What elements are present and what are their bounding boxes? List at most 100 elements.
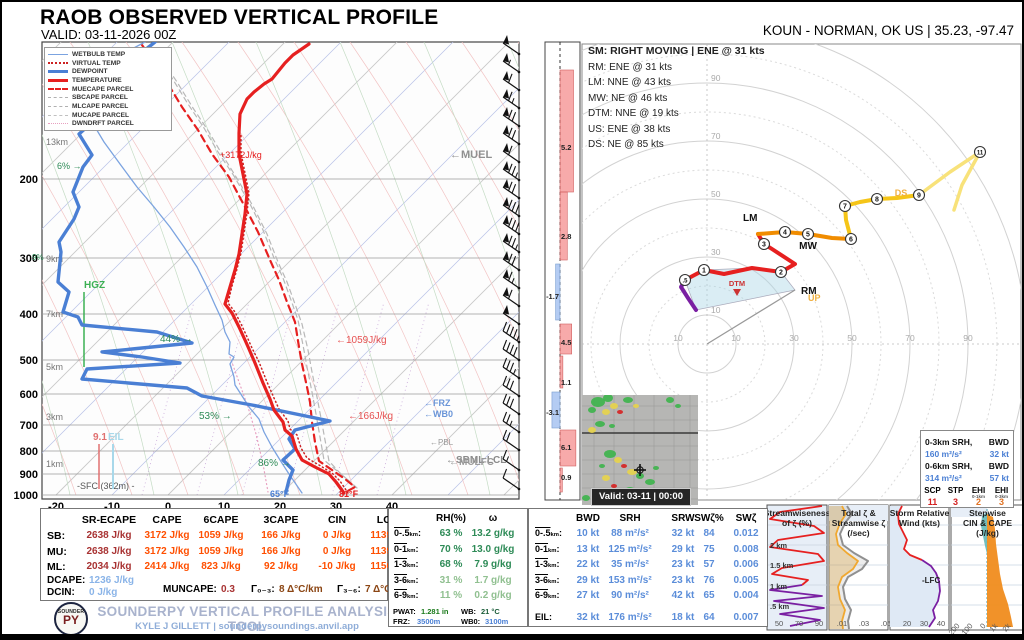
virtual-temp-line-sample (48, 62, 68, 65)
thermo-value: 3172 J/kg (144, 545, 190, 557)
shear-value: 10 kt (576, 528, 600, 539)
panel-height-label: .5 km (770, 602, 790, 611)
panel-title: Stepwise (969, 508, 1006, 518)
pressure-tick-label: 600 (20, 389, 38, 401)
panel-title: Storm Relative (890, 508, 950, 518)
isotherm-line (111, 87, 519, 496)
ring-label: 50 (847, 333, 857, 343)
thermo-value: 2638 J/kg (86, 545, 132, 557)
mixing-ratio-value: 13.2 g/kg (471, 528, 515, 539)
wb0-value: 3100m (485, 617, 509, 626)
skewt-annotation: ←SBML LCL (446, 455, 506, 466)
row-range-label: 0-.5km: (394, 528, 421, 538)
mixing-ratio-value: 13.0 g/kg (471, 543, 515, 555)
ring-label: 90 (963, 333, 973, 343)
storm-motion-line: RM: ENE @ 31 kts (588, 61, 673, 73)
height-label: 9km (46, 254, 63, 264)
wetbulb-temp-line-sample (48, 53, 68, 55)
mucape-parcel-line-sample (48, 114, 68, 116)
lapse-3-6-value: 7 Δ°C/km (365, 584, 409, 595)
dry-adiabat-line (461, 42, 519, 131)
ring-label: 10 (673, 333, 683, 343)
skewt-annotation: ←FRZ (424, 398, 451, 408)
mlcape-parcel-curve (151, 47, 351, 483)
pressure-tick-label: 300 (20, 253, 38, 265)
panel-total-streamwise-vorticity: Total ζ &Streamwise ζ(/sec) .01 .03 .05 (828, 504, 891, 631)
skewt-legend: WETBULB TEMP VIRTUAL TEMP DEWPOINT TEMPERAT… (44, 47, 172, 132)
dry-adiabat-line (293, 42, 519, 482)
rh-value: 68 % (439, 559, 463, 570)
thermo-value: 2414 J/kg (144, 561, 190, 572)
moist-adiabat-line (42, 134, 155, 496)
advection-bar (555, 263, 561, 321)
panel-curve (769, 505, 825, 586)
panel-tick: 30 (920, 619, 928, 628)
chart-label: 2 (779, 270, 783, 277)
srh-index-headers: SCP STP EHI EHI (924, 486, 1009, 495)
panel-tick: 40 (937, 619, 945, 628)
shear-col-header: SRH (619, 513, 641, 524)
height-label: 1km (46, 459, 63, 469)
chart-label: 3 (762, 242, 766, 249)
radar-echo (595, 421, 605, 427)
advection-bar (551, 391, 561, 429)
wind-barb (502, 125, 521, 146)
mlcape-parcel-line-sample (48, 105, 68, 107)
row-range-label: 1-3km: (394, 559, 419, 569)
row-range-label: 3-6km: (394, 574, 419, 585)
panel-annotation: -LFC (922, 576, 940, 585)
dwndrft-parcel-curve (229, 356, 269, 493)
panel-tick: 70 (795, 619, 803, 628)
radar-echo (666, 397, 674, 403)
bottom-black-band (2, 634, 1022, 638)
skewt-curves (56, 42, 358, 495)
panel-curve (769, 584, 825, 627)
moist-adiabat-line (339, 42, 491, 496)
dewpoint-line-sample (48, 70, 68, 74)
wb-label: WB: (461, 607, 476, 616)
skewt-annotation: 6% → (57, 161, 82, 171)
shear-value: 125 m²/s² (608, 543, 652, 555)
thermo-col-header: CAPE (152, 514, 182, 526)
row-range-label: 6-9km: (394, 590, 419, 600)
skewt-annotation: 86% → (258, 458, 291, 469)
srh-row: 314 m²/s² 57 kt (925, 473, 1009, 483)
advection-value: -1.7 (546, 292, 559, 301)
shear-value: 176 m²/s² (608, 612, 652, 623)
wb0-label: WB0: (461, 617, 481, 626)
wind-barb (502, 411, 521, 434)
pwat-value: 1.281 in (421, 607, 449, 616)
rh-value: 11 % (439, 590, 463, 601)
panel-tick: 50 (775, 619, 783, 628)
height-label: 5km (46, 362, 63, 372)
skewt-annotation: +3172J/kg (220, 150, 262, 160)
height-marker: 3 (757, 237, 771, 251)
shear-value: 27 kt (576, 590, 600, 601)
shear-value: 23 kt (671, 574, 695, 586)
srh-index-values: 11 3 2 3 (927, 497, 1004, 507)
radar-echo (609, 424, 615, 428)
skewt-annotation: 65°F (270, 489, 290, 499)
hodograph-label-DS: DS (895, 188, 908, 198)
storm-motion-line: DS: NE @ 85 kts (588, 139, 664, 150)
radar-echo (623, 397, 633, 403)
skewt-annotation: 81°F (339, 489, 359, 499)
dtm-marker (733, 289, 741, 296)
wind-barb (502, 233, 521, 254)
dcin-label: DCIN: (47, 587, 75, 598)
ring-label: 90 (711, 73, 721, 83)
shear-col-header: BWD (576, 513, 600, 524)
row-range-label: 0-1km: (535, 543, 560, 554)
wind-barb (502, 35, 521, 56)
legend-label: MLCAPE PARCEL (72, 102, 129, 110)
srh-row: 0-6km SRH, BWD (925, 461, 1009, 471)
shear-value: 65 (703, 590, 715, 601)
legend-label: WETBULB TEMP (72, 50, 126, 58)
advection-value: 4.5 (561, 338, 571, 347)
shear-value: 42 kt (671, 590, 695, 601)
wind-barb (502, 449, 521, 472)
thermo-value: 0 J/kg (322, 530, 352, 541)
skewt-annotation: 9.1 (93, 432, 107, 443)
skewt-annotation: ←166J/kg (348, 411, 393, 422)
